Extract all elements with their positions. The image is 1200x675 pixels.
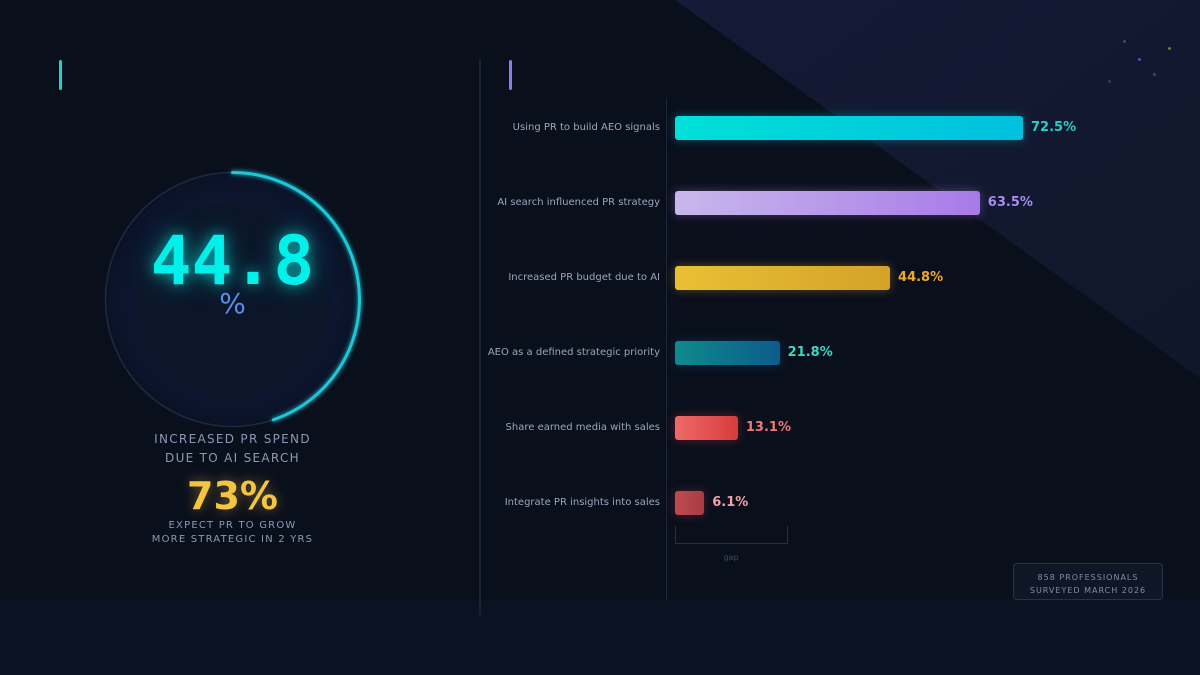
bar-label: Share earned media with sales [505,422,660,433]
decor-dot [1138,58,1141,61]
decor-dot [1168,47,1171,50]
bar [675,341,780,365]
bar-label: Using PR to build AEO signals [512,122,660,133]
gauge-caption: INCREASED PR SPEND DUE TO AI SEARCH [80,430,385,468]
gap-label: gap [723,553,739,562]
right-panel-accent [509,60,512,90]
bar-value-label: 21.8% [787,345,833,360]
gauge-inner-disc [134,201,331,398]
bar [675,191,980,215]
secondary-caption-line1: EXPECT PR TO GROW [168,520,297,531]
secondary-value: 73% [187,474,278,518]
decor-dot [1108,80,1111,83]
bar-value-label: 13.1% [745,420,791,435]
secondary-caption-line2: MORE STRATEGIC IN 2 YRS [151,533,314,545]
secondary-caption: EXPECT PR TO GROW MORE STRATEGIC IN 2 YR… [80,519,385,546]
survey-footer: 858 PROFESSIONALS SURVEYED MARCH 2026 [1013,563,1163,600]
bar [675,266,891,290]
gauge-unit: % [219,287,246,320]
footer-line1: 858 PROFESSIONALS [1037,573,1139,582]
bar [675,416,738,440]
bar-value-label: 72.5% [1031,120,1077,135]
bottom-band [0,600,1200,675]
bar-label: AI search influenced PR strategy [497,197,660,208]
panel-divider [479,60,481,615]
decor-dot [1123,40,1126,43]
bar-chart-axis [666,98,667,600]
bar [675,116,1023,140]
footer-line2: SURVEYED MARCH 2026 [1029,586,1147,595]
bar [675,491,705,515]
gap-bracket [675,526,788,544]
bar-label: Integrate PR insights into sales [504,497,660,508]
gauge-value: 44.8 [150,222,315,301]
decor-dot [1153,73,1156,76]
gauge-ring [104,171,361,428]
bar-value-label: 6.1% [712,495,749,510]
bar-value-label: 44.8% [898,270,944,285]
gauge-progress-arc [231,171,361,422]
bar-value-label: 63.5% [987,195,1033,210]
left-panel-accent [59,60,62,90]
bar-label: AEO as a defined strategic priority [487,347,660,358]
bar-label: Increased PR budget due to AI [508,272,660,283]
gauge-caption-line2: DUE TO AI SEARCH [165,451,300,465]
gauge-caption-line1: INCREASED PR SPEND [154,432,311,446]
